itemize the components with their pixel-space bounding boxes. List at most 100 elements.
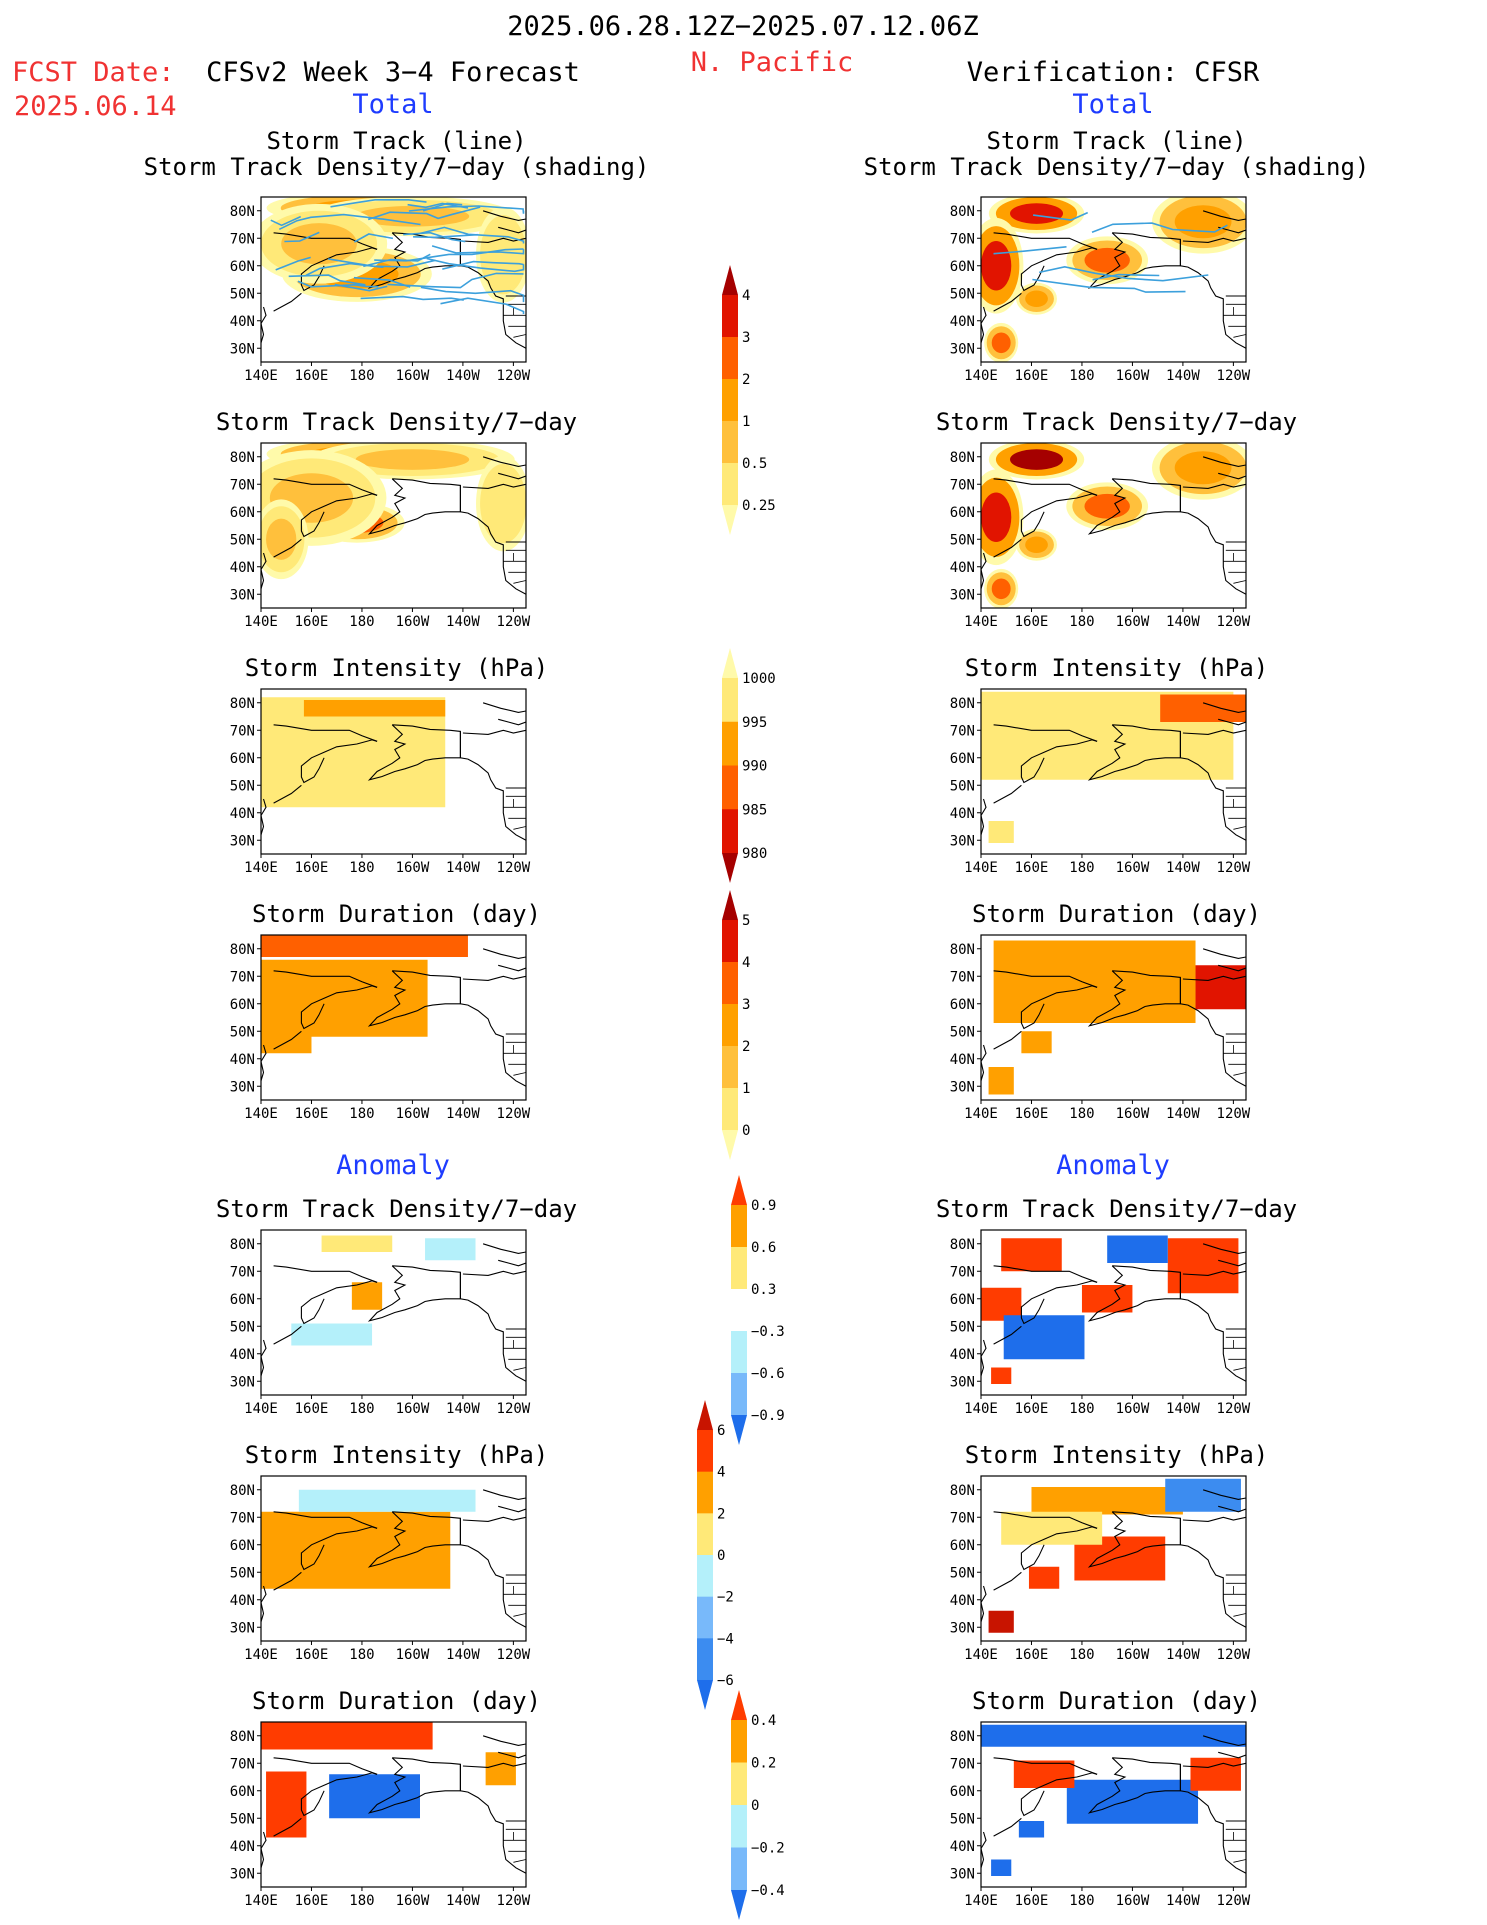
coastline — [273, 232, 378, 250]
state-border — [1233, 1072, 1246, 1076]
colorbar-label: 0.4 — [751, 1713, 776, 1729]
coastline — [273, 1571, 302, 1591]
colorbar-segment — [722, 379, 738, 422]
colorbar-label: −0.6 — [751, 1366, 785, 1382]
colorbar-segment — [722, 721, 738, 766]
lon-tick-label: 140E — [244, 1893, 278, 1909]
coastline — [1202, 948, 1246, 959]
lat-tick-label: 30N — [230, 341, 255, 357]
coastline — [392, 1511, 526, 1628]
lat-tick-label: 30N — [230, 1374, 255, 1390]
coastline — [273, 724, 378, 742]
coastline — [993, 724, 1098, 742]
storm-track-line — [334, 283, 388, 292]
colorbar-label: 0.6 — [751, 1240, 776, 1256]
colorbar-anom_intensity: 6 4 2 0 −2 −4 −6 — [697, 1400, 734, 1710]
shading-cell — [1028, 1566, 1060, 1589]
shading-contour — [991, 578, 1011, 600]
panel-verification_total_density: Storm Track Density/7−day 80N 70N 60N 50N 40N… — [936, 408, 1297, 630]
lat-tick-label: 70N — [950, 231, 975, 247]
coastline — [1218, 964, 1246, 972]
colorbar-segment — [731, 1720, 747, 1763]
map-frame — [980, 1229, 1247, 1396]
colorbar-label: 0.25 — [742, 498, 776, 514]
colorbar-label: 985 — [742, 802, 767, 818]
lat-tick-label: 30N — [230, 1866, 255, 1882]
coastline — [367, 724, 461, 781]
coastline — [993, 1325, 1022, 1345]
shading-cell — [298, 1489, 476, 1512]
storm-track-line — [330, 199, 427, 208]
coastline — [981, 1339, 987, 1376]
lat-tick-label: 50N — [950, 778, 975, 794]
colorbar-bottom-arrow — [722, 853, 738, 883]
lon-tick-label: 120W — [497, 860, 531, 876]
colorbar-bottom-arrow — [722, 505, 738, 535]
lon-tick-label: 160W — [1116, 1893, 1150, 1909]
storm-track-line — [387, 272, 524, 289]
lat-tick-label: 50N — [230, 532, 255, 548]
date-range-title: 2025.06.28.12Z−2025.07.12.06Z — [507, 11, 979, 42]
lon-tick-label: 140W — [1166, 1647, 1200, 1663]
coastline — [1218, 472, 1246, 480]
shading-contour — [1174, 205, 1232, 239]
colorbar-segment — [731, 1762, 747, 1806]
lat-tick-label: 60N — [230, 259, 255, 275]
coastline — [1087, 1757, 1181, 1814]
shading-contour — [266, 518, 297, 560]
shading-contour — [355, 205, 470, 227]
coastline — [1112, 970, 1246, 1087]
coastline — [498, 1505, 526, 1513]
lat-tick-label: 40N — [950, 1347, 975, 1363]
colorbar-bottom-arrow — [731, 1415, 747, 1445]
coastline — [462, 1516, 526, 1522]
colorbar-top-arrow — [722, 648, 738, 678]
lon-tick-label: 140E — [244, 1401, 278, 1417]
shading-cell — [321, 1235, 393, 1252]
coastline — [367, 970, 461, 1027]
verification-column-title: Verification: CFSR — [966, 57, 1260, 88]
colorbar-label: −4 — [717, 1631, 734, 1647]
shading-contour — [281, 223, 357, 265]
coastline — [261, 1044, 267, 1081]
state-border — [513, 1613, 526, 1617]
shading-cell — [1066, 1779, 1199, 1824]
storm-track-line — [420, 286, 525, 303]
panel-title: Storm Intensity (hPa) — [965, 1441, 1268, 1469]
coastline — [300, 1526, 378, 1571]
lat-tick-label: 70N — [230, 969, 255, 985]
state-border — [1233, 580, 1246, 584]
coastline — [273, 784, 302, 804]
panel-title: Storm Duration (day) — [252, 900, 541, 928]
coastline — [1202, 456, 1246, 467]
lon-tick-label: 140E — [964, 614, 998, 630]
lon-tick-label: 140E — [964, 368, 998, 384]
shading-cell — [1107, 1235, 1168, 1263]
state-border — [513, 334, 526, 338]
colorbar-label: 995 — [742, 715, 767, 731]
colorbar-bottom-arrow — [722, 1130, 738, 1160]
lon-tick-label: 160W — [1116, 860, 1150, 876]
coastline — [392, 478, 526, 595]
panel-title: Storm Duration (day) — [972, 900, 1261, 928]
coastline — [482, 948, 526, 959]
coastline — [1020, 739, 1098, 784]
shading-cell — [1031, 1487, 1183, 1515]
lat-tick-label: 40N — [950, 314, 975, 330]
lon-tick-label: 140W — [446, 1106, 480, 1122]
colorbar-segment — [722, 962, 738, 1005]
coastline — [1202, 1243, 1246, 1254]
lon-tick-label: 180 — [1069, 368, 1094, 384]
map-frame — [260, 934, 527, 1101]
lon-tick-label: 120W — [497, 1106, 531, 1122]
coastline — [1202, 210, 1246, 221]
lon-tick-label: 160W — [396, 860, 430, 876]
lat-tick-label: 50N — [230, 1024, 255, 1040]
coastline — [1112, 478, 1246, 595]
lon-tick-label: 140E — [244, 368, 278, 384]
shading-cell — [1003, 1315, 1085, 1360]
coastline — [273, 1817, 302, 1837]
lat-tick-label: 80N — [230, 1483, 255, 1499]
lat-tick-label: 70N — [230, 1756, 255, 1772]
